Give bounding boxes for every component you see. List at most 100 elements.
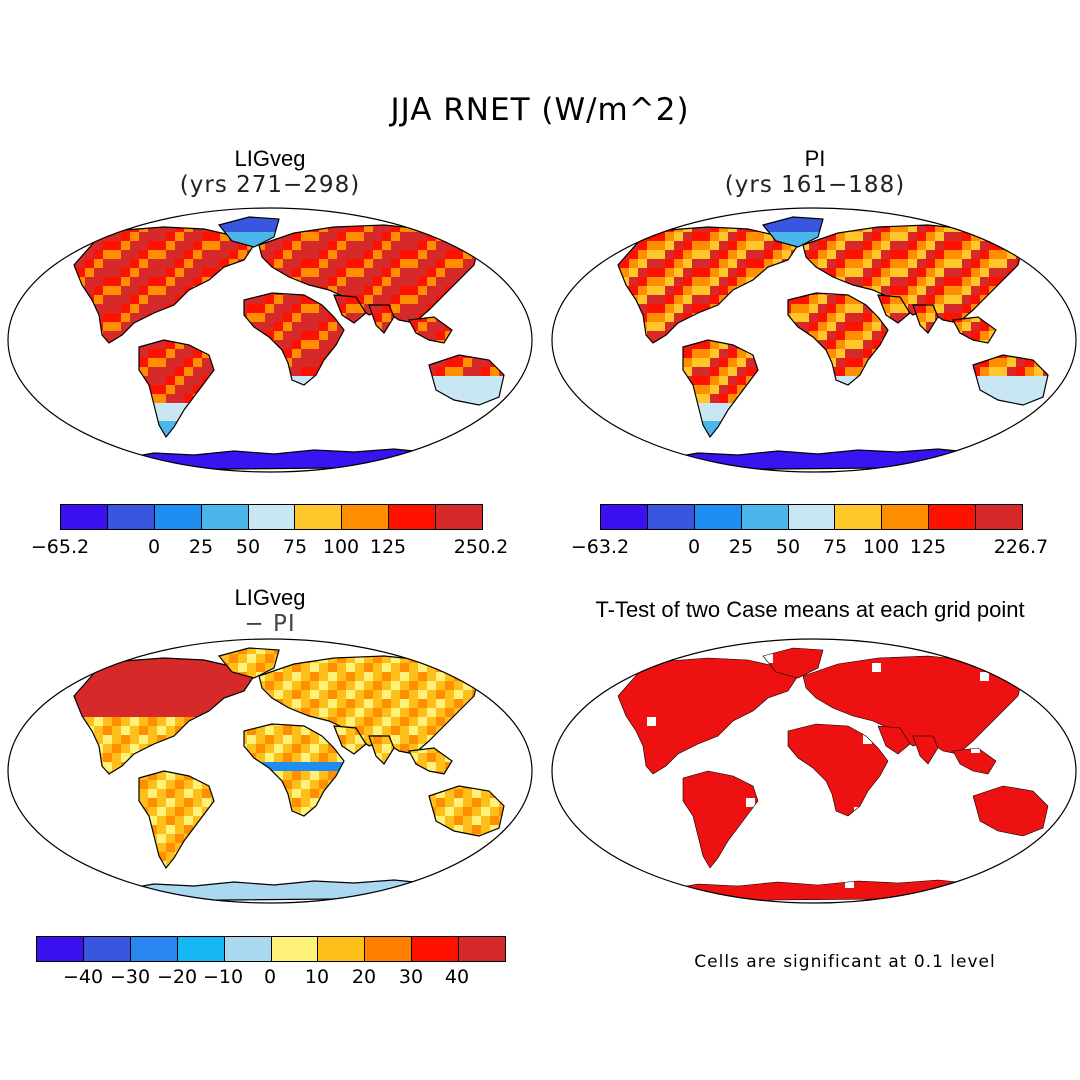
- grid-cell: [355, 322, 365, 332]
- grid-cell: [391, 376, 401, 386]
- grid-cell: [22, 259, 32, 269]
- grid-cell: [391, 376, 401, 386]
- grid-cell: [481, 448, 491, 458]
- grid-cell: [355, 376, 365, 386]
- grid-cell: [49, 205, 59, 215]
- grid-cell: [274, 421, 284, 431]
- grid-cell: [112, 403, 122, 413]
- grid-cell: [265, 223, 275, 233]
- grid-cell: [454, 223, 464, 233]
- grid-cell: [247, 394, 257, 404]
- grid-cell: [382, 412, 392, 422]
- grid-cell: [292, 394, 302, 404]
- grid-cell: [373, 430, 383, 440]
- grid-cell: [256, 430, 266, 440]
- grid-cell: [265, 385, 275, 395]
- grid-cell: [184, 439, 194, 449]
- grid-cell: [4, 421, 14, 431]
- grid-cell: [517, 322, 527, 332]
- grid-cell: [49, 430, 59, 440]
- grid-cell: [238, 367, 248, 377]
- grid-cell: [508, 331, 518, 341]
- grid-cell: [526, 457, 536, 467]
- grid-cell: [418, 214, 428, 224]
- grid-cell: [4, 412, 14, 422]
- grid-cell: [202, 412, 212, 422]
- grid-cell: [211, 313, 221, 323]
- grid-cell: [148, 322, 158, 332]
- grid-cell: [472, 466, 482, 475]
- grid-cell: [517, 403, 527, 413]
- grid-cell: [175, 268, 185, 278]
- grid-cell: [85, 385, 95, 395]
- grid-cell: [400, 367, 410, 377]
- grid-cell: [373, 430, 383, 440]
- grid-cell: [454, 421, 464, 431]
- grid-cell: [265, 268, 275, 278]
- grid-cell: [49, 358, 59, 368]
- grid-cell: [220, 358, 230, 368]
- grid-cell: [139, 385, 149, 395]
- grid-cell: [319, 412, 329, 422]
- grid-cell: [283, 421, 293, 431]
- grid-cell: [427, 403, 437, 413]
- grid-cell: [463, 322, 473, 332]
- grid-cell: [445, 232, 455, 242]
- grid-cell: [274, 376, 284, 386]
- grid-cell: [22, 205, 32, 215]
- grid-cell: [382, 430, 392, 440]
- grid-cell: [22, 340, 32, 350]
- grid-cell: [49, 430, 59, 440]
- grid-cell: [418, 376, 428, 386]
- grid-cell: [364, 331, 374, 341]
- grid-cell: [319, 376, 329, 386]
- grid-cell: [364, 394, 374, 404]
- grid-cell: [346, 367, 356, 377]
- grid-cell: [328, 439, 338, 449]
- grid-cell: [130, 214, 140, 224]
- grid-cell: [265, 412, 275, 422]
- grid-cell: [40, 313, 50, 323]
- grid-cell: [58, 295, 68, 305]
- grid-cell: [319, 214, 329, 224]
- grid-cell: [274, 430, 284, 440]
- grid-cell: [4, 403, 14, 413]
- grid-cell: [508, 295, 518, 305]
- grid-cell: [211, 214, 221, 224]
- grid-cell: [526, 457, 536, 467]
- grid-cell: [472, 268, 482, 278]
- grid-cell: [166, 205, 176, 215]
- grid-cell: [373, 358, 383, 368]
- grid-cell: [283, 214, 293, 224]
- grid-cell: [364, 358, 374, 368]
- grid-cell: [337, 214, 347, 224]
- grid-cell: [31, 367, 41, 377]
- grid-cell: [454, 313, 464, 323]
- grid-cell: [364, 349, 374, 359]
- grid-cell: [31, 349, 41, 359]
- grid-cell: [67, 277, 77, 287]
- grid-cell: [94, 349, 104, 359]
- grid-cell: [364, 439, 374, 449]
- grid-cell: [418, 358, 428, 368]
- grid-cell: [229, 277, 239, 287]
- grid-cell: [499, 322, 509, 332]
- grid-cell: [526, 403, 536, 413]
- grid-cell: [130, 358, 140, 368]
- grid-cell: [238, 277, 248, 287]
- grid-cell: [508, 277, 518, 287]
- grid-cell: [517, 349, 527, 359]
- grid-cell: [58, 448, 68, 458]
- grid-cell: [454, 214, 464, 224]
- grid-cell: [130, 421, 140, 431]
- grid-cell: [22, 241, 32, 251]
- grid-cell: [67, 331, 77, 341]
- grid-cell: [400, 466, 410, 475]
- grid-cell: [67, 322, 77, 332]
- grid-cell: [391, 367, 401, 377]
- grid-cell: [40, 340, 50, 350]
- grid-cell: [283, 403, 293, 413]
- grid-cell: [94, 403, 104, 413]
- grid-cell: [112, 385, 122, 395]
- grid-cell: [400, 430, 410, 440]
